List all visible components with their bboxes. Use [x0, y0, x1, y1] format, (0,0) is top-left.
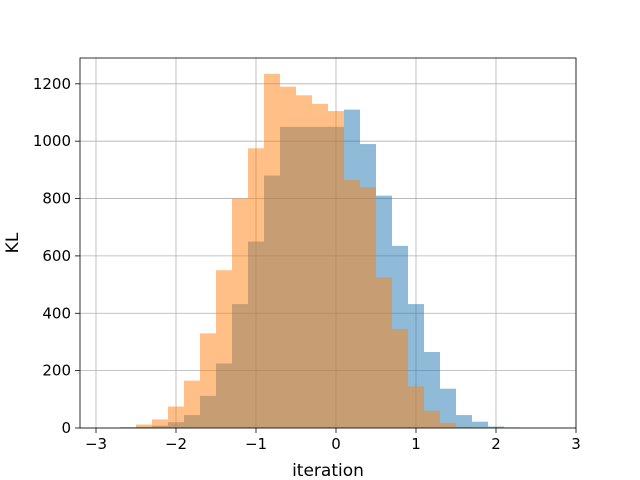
histogram-bar: [312, 103, 328, 428]
histogram-bar: [248, 148, 264, 429]
histogram-bar: [440, 422, 456, 428]
y-tick-label: 0: [61, 419, 71, 437]
histogram-bar: [200, 333, 216, 428]
x-tick-label: 3: [571, 435, 581, 453]
histogram-bar: [184, 380, 200, 428]
x-tick-label: −2: [165, 435, 187, 453]
y-tick-label: 200: [42, 362, 71, 380]
y-tick-label: 800: [42, 190, 71, 208]
y-axis-label: KL: [3, 232, 23, 253]
histogram-bar: [120, 427, 136, 428]
histogram-bar: [440, 388, 456, 428]
histogram-bar: [152, 419, 168, 428]
histogram-bar: [472, 421, 488, 428]
histogram-bar: [296, 95, 312, 429]
histogram-bar: [424, 410, 440, 428]
histogram-bars: [120, 73, 520, 429]
histogram-bar: [408, 386, 424, 428]
histogram-bar: [456, 415, 472, 428]
histogram-bar: [216, 270, 232, 428]
y-axis-ticks: 0 200 400 600 800 1000 1200: [33, 75, 80, 437]
histogram-bar: [232, 198, 248, 428]
histogram-bar: [136, 424, 152, 428]
histogram-bar: [392, 329, 408, 428]
histogram-bar: [168, 406, 184, 428]
x-axis-label: iteration: [292, 461, 364, 480]
x-tick-label: 2: [491, 435, 501, 453]
histogram-bar: [264, 73, 280, 428]
histogram-bar: [488, 426, 504, 428]
histogram-bar: [328, 111, 344, 428]
histogram-bar: [424, 351, 440, 428]
x-tick-label: −1: [245, 435, 267, 453]
x-tick-label: 1: [411, 435, 421, 453]
histogram-bar: [280, 86, 296, 429]
histogram-bar: [376, 277, 392, 428]
plot-frame: [79, 57, 577, 429]
x-tick-label: −3: [85, 435, 107, 453]
x-tick-label: 0: [331, 435, 341, 453]
y-tick-label: 600: [42, 247, 71, 265]
histogram-bar: [456, 426, 472, 428]
y-tick-label: 1000: [33, 132, 71, 150]
histogram-bar: [360, 187, 376, 428]
histogram-bar: [344, 179, 360, 428]
y-tick-label: 400: [42, 304, 71, 322]
y-tick-label: 1200: [33, 75, 71, 93]
x-axis-ticks: −3 −2 −1 0 1 2 3: [85, 428, 581, 453]
